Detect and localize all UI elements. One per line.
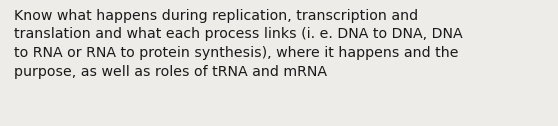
Text: Know what happens during replication, transcription and
translation and what eac: Know what happens during replication, tr… bbox=[14, 9, 463, 79]
